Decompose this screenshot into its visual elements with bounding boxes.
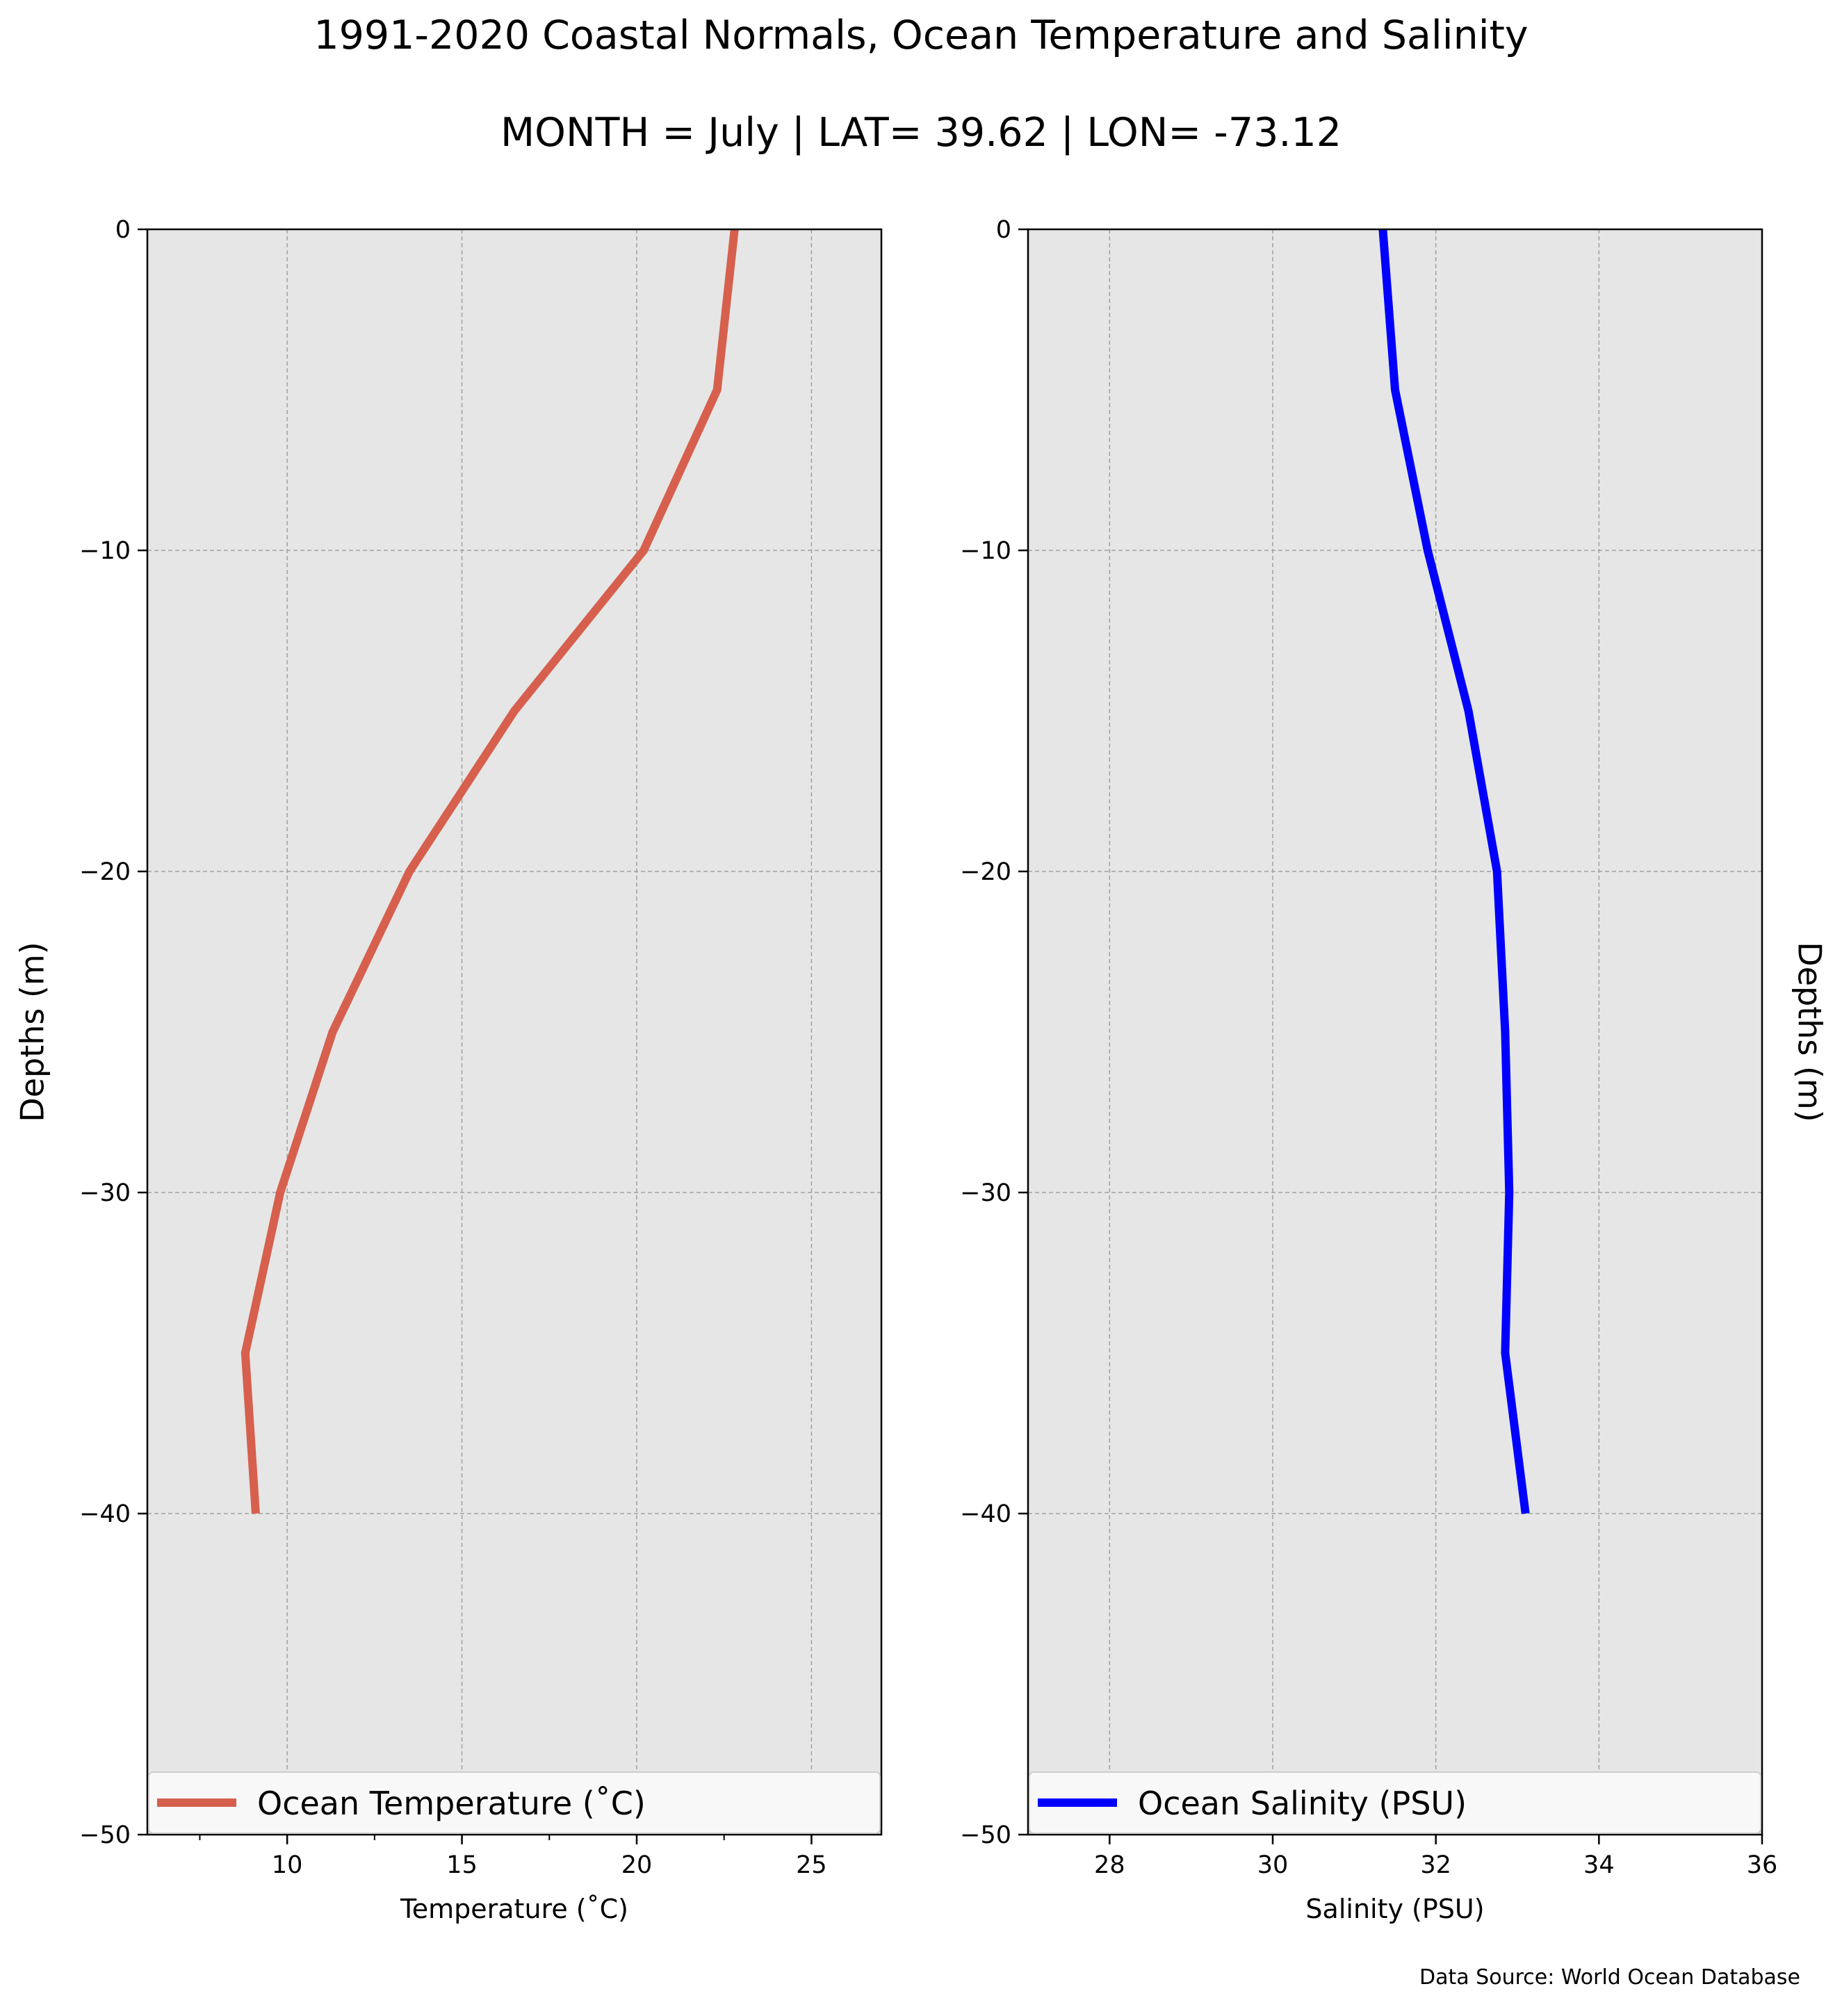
x-tick-label: 25 xyxy=(796,1851,827,1879)
data-source-note: Data Source: World Ocean Database xyxy=(1419,1965,1800,1990)
y-axis-label: Depths (m) xyxy=(1791,942,1829,1122)
x-axis-label: Salinity (PSU) xyxy=(1305,1894,1484,1924)
y-axis-label: Depths (m) xyxy=(14,942,51,1122)
x-axis-label: Temperature (˚C) xyxy=(400,1894,628,1924)
axes-frame xyxy=(146,228,883,1836)
x-tick-label: 32 xyxy=(1420,1851,1451,1879)
x-tick-label: 15 xyxy=(446,1851,478,1879)
x-tick-label: 30 xyxy=(1257,1851,1289,1879)
y-tick-label: 0 xyxy=(115,216,131,244)
y-tick-label: −40 xyxy=(79,1500,131,1528)
y-tick-label: −30 xyxy=(960,1179,1011,1207)
plot-area xyxy=(147,229,881,1835)
axes-frame xyxy=(1027,228,1763,1836)
y-tick-label: −50 xyxy=(79,1821,131,1849)
y-tick-label: −30 xyxy=(79,1179,131,1207)
y-tick-label: −20 xyxy=(960,858,1011,886)
x-tick-label: 36 xyxy=(1747,1851,1778,1879)
x-tick-label: 20 xyxy=(621,1851,653,1879)
y-tick-label: −40 xyxy=(960,1500,1011,1528)
temperature-panel: Ocean Temperature (˚C) 10 15 20 25 0 −10 −20 −30… xyxy=(14,216,883,1924)
salinity-series-line xyxy=(1378,229,1530,1514)
y-tick-label: −10 xyxy=(960,537,1011,565)
legend-label: Ocean Temperature (˚C) xyxy=(257,1785,646,1822)
x-tick-label: 34 xyxy=(1583,1851,1615,1879)
y-tick-label: −50 xyxy=(960,1821,1011,1849)
temperature-series-line xyxy=(241,229,739,1514)
chart-subtitle: MONTH = July | LAT= 39.62 | LON= -73.12 xyxy=(500,110,1342,156)
legend-box xyxy=(1029,1771,1761,1834)
legend-label: Ocean Salinity (PSU) xyxy=(1138,1785,1467,1822)
x-tick-label: 10 xyxy=(272,1851,303,1879)
salinity-panel: Ocean Salinity (PSU) 28 30 32 34 36 0 −10 −20 −30… xyxy=(960,216,1828,1924)
y-tick-label: 0 xyxy=(996,216,1011,244)
chart-title: 1991-2020 Coastal Normals, Ocean Tempera… xyxy=(313,13,1528,58)
x-tick-label: 28 xyxy=(1094,1851,1125,1879)
plot-area xyxy=(1028,229,1762,1835)
legend-box xyxy=(148,1771,881,1834)
y-tick-label: −20 xyxy=(79,858,131,886)
y-tick-label: −10 xyxy=(79,537,131,565)
